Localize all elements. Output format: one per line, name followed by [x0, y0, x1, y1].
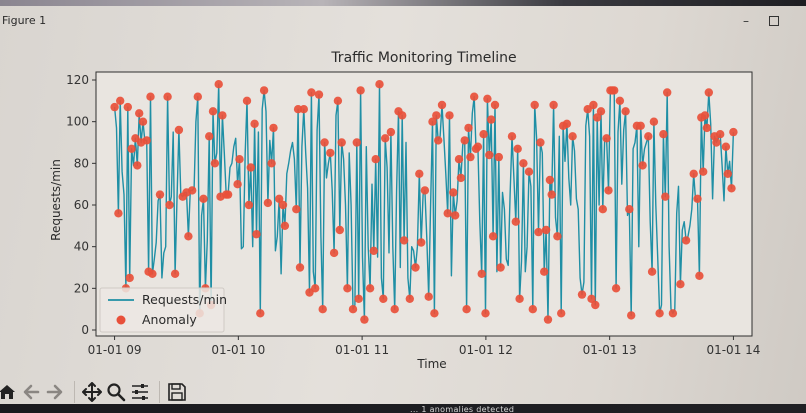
os-taskbar: ... 1 anomalies detected	[0, 404, 806, 413]
floppy-disk-icon	[168, 383, 186, 401]
x-axis-label: Time	[416, 357, 446, 370]
svg-text:01-01 10: 01-01 10	[211, 343, 265, 357]
svg-text:80: 80	[74, 156, 89, 170]
chart-legend: Requests/min Anomaly	[99, 287, 227, 333]
minimize-icon: –	[743, 14, 749, 28]
move-icon	[82, 382, 102, 402]
screen-top-edge	[0, 0, 806, 6]
terminal-output-text: ... 1 anomalies detected	[410, 405, 515, 413]
svg-text:01-01 13: 01-01 13	[583, 343, 637, 357]
pan-button[interactable]	[81, 381, 103, 403]
toolbar-separator	[74, 381, 75, 403]
arrow-right-icon	[46, 384, 63, 400]
magnifier-icon	[107, 383, 126, 402]
svg-text:01-01 11: 01-01 11	[335, 343, 389, 357]
y-axis-ticks: 0 20 40 60 80 100 120	[66, 73, 96, 337]
figure-canvas[interactable]: 0 20 40 60 80 100 120 01-01 09 01-01 10 01-01 11…	[0, 36, 806, 371]
chart-title: Traffic Monitoring Timeline	[330, 50, 516, 66]
svg-text:0: 0	[81, 323, 89, 337]
svg-text:40: 40	[74, 240, 89, 254]
svg-text:01-01 14: 01-01 14	[706, 343, 760, 357]
navigation-toolbar	[0, 378, 806, 406]
legend-anomaly-swatch	[116, 315, 126, 325]
zoom-button[interactable]	[105, 381, 127, 403]
x-axis-ticks: 01-01 09 01-01 10 01-01 11 01-01 12 01-01 13…	[88, 336, 760, 357]
window-title: Figure 1	[2, 14, 47, 27]
axes-frame	[95, 71, 753, 337]
svg-text:120: 120	[66, 73, 89, 87]
arrow-left-icon	[23, 384, 40, 400]
svg-text:01-01 12: 01-01 12	[459, 343, 513, 357]
maximize-button[interactable]	[764, 12, 784, 30]
legend-label-anomaly: Anomaly	[142, 312, 197, 327]
home-button[interactable]	[0, 381, 18, 403]
maximize-icon	[769, 16, 779, 26]
legend-box	[99, 287, 225, 333]
minimize-button[interactable]: –	[736, 12, 756, 30]
chart-svg: 0 20 40 60 80 100 120 01-01 09 01-01 10 01-01 11…	[49, 50, 760, 371]
anomaly-markers	[110, 80, 738, 324]
y-axis-label: Requests/min	[49, 159, 63, 241]
legend-label-requests: Requests/min	[142, 292, 227, 307]
forward-button[interactable]	[44, 381, 66, 403]
svg-text:100: 100	[66, 115, 89, 129]
home-icon	[0, 385, 15, 399]
save-button[interactable]	[166, 381, 188, 403]
window-titlebar: Figure 1 –	[0, 6, 806, 36]
sliders-icon	[132, 384, 148, 400]
back-button[interactable]	[20, 381, 42, 403]
toolbar-separator	[159, 381, 160, 403]
svg-text:60: 60	[74, 198, 89, 212]
svg-text:01-01 09: 01-01 09	[88, 343, 142, 357]
svg-text:20: 20	[74, 281, 89, 295]
configure-subplots-button[interactable]	[129, 381, 151, 403]
